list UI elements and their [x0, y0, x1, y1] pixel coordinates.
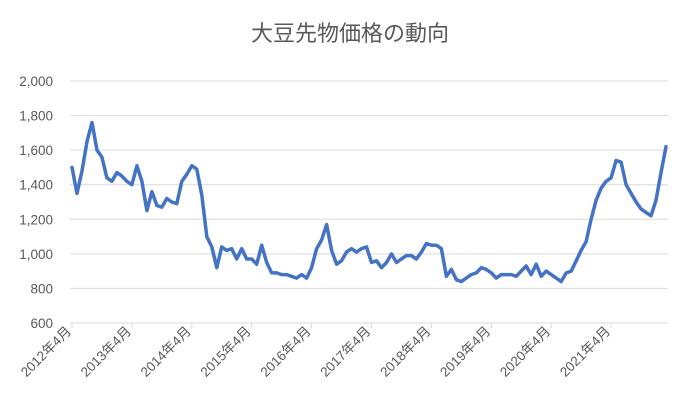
x-axis: [70, 322, 668, 328]
data-series: [70, 120, 668, 284]
y-tick-label: 1,200: [19, 212, 53, 227]
x-tick-label: 2019年4月: [437, 324, 493, 380]
x-tick-label: 2021年4月: [557, 324, 613, 380]
y-tick-label: 1,800: [19, 109, 53, 124]
y-tick-label: 600: [30, 316, 53, 331]
x-axis-tick-labels: 2012年4月 2013年4月 2014年4月 2015年4月 2016年4月 2017年…: [18, 324, 613, 380]
x-tick-label: 2014年4月: [138, 324, 194, 380]
x-tick-label: 2017年4月: [317, 324, 373, 380]
y-tick-label: 1,600: [19, 143, 53, 158]
y-tick-label: 1,400: [19, 178, 53, 193]
x-tick-label: 2012年4月: [18, 324, 74, 380]
x-tick-label: 2016年4月: [257, 324, 313, 380]
series-line: [70, 120, 668, 284]
x-tick-label: 2013年4月: [78, 324, 134, 380]
y-axis-tick-labels: 2,000 1,800 1,600 1,400 1,200 1,000 800 600: [19, 74, 53, 331]
x-tick-label: 2020年4月: [497, 324, 553, 380]
y-tick-label: 2,000: [19, 74, 53, 89]
y-tick-label: 800: [30, 281, 53, 296]
chart-title: 大豆先物価格の動向: [251, 22, 449, 47]
x-tick-label: 2015年4月: [198, 324, 254, 380]
x-tick-label: 2018年4月: [377, 324, 433, 380]
y-tick-label: 1,000: [19, 247, 53, 262]
